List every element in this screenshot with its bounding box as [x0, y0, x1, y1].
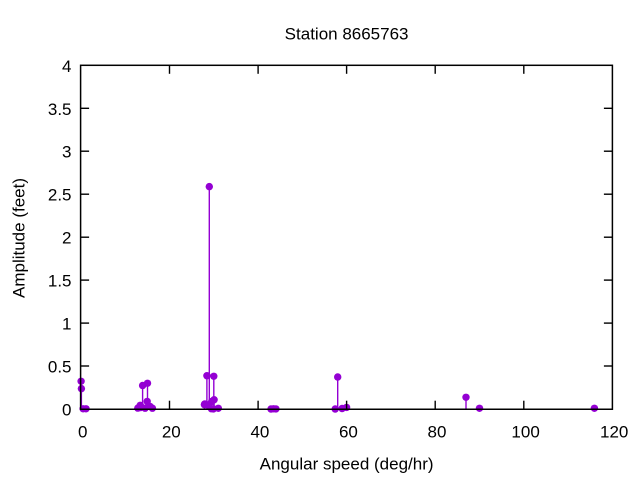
svg-text:Angular speed (deg/hr): Angular speed (deg/hr)	[260, 455, 434, 474]
svg-text:3: 3	[62, 143, 71, 162]
svg-text:40: 40	[250, 422, 269, 441]
svg-text:3.5: 3.5	[48, 100, 72, 119]
svg-text:0: 0	[62, 401, 71, 420]
svg-text:0.5: 0.5	[48, 358, 72, 377]
svg-text:Station 8665763: Station 8665763	[285, 25, 409, 44]
svg-text:20: 20	[162, 422, 181, 441]
svg-text:1.5: 1.5	[48, 272, 72, 291]
svg-text:2: 2	[62, 229, 71, 248]
svg-text:1: 1	[62, 315, 71, 334]
svg-text:4: 4	[62, 57, 71, 76]
svg-text:0: 0	[78, 422, 87, 441]
svg-text:60: 60	[339, 422, 358, 441]
svg-text:120: 120	[600, 422, 628, 441]
svg-text:100: 100	[511, 422, 539, 441]
svg-text:Amplitude (feet): Amplitude (feet)	[10, 178, 29, 298]
svg-text:2.5: 2.5	[48, 186, 72, 205]
svg-text:80: 80	[428, 422, 447, 441]
